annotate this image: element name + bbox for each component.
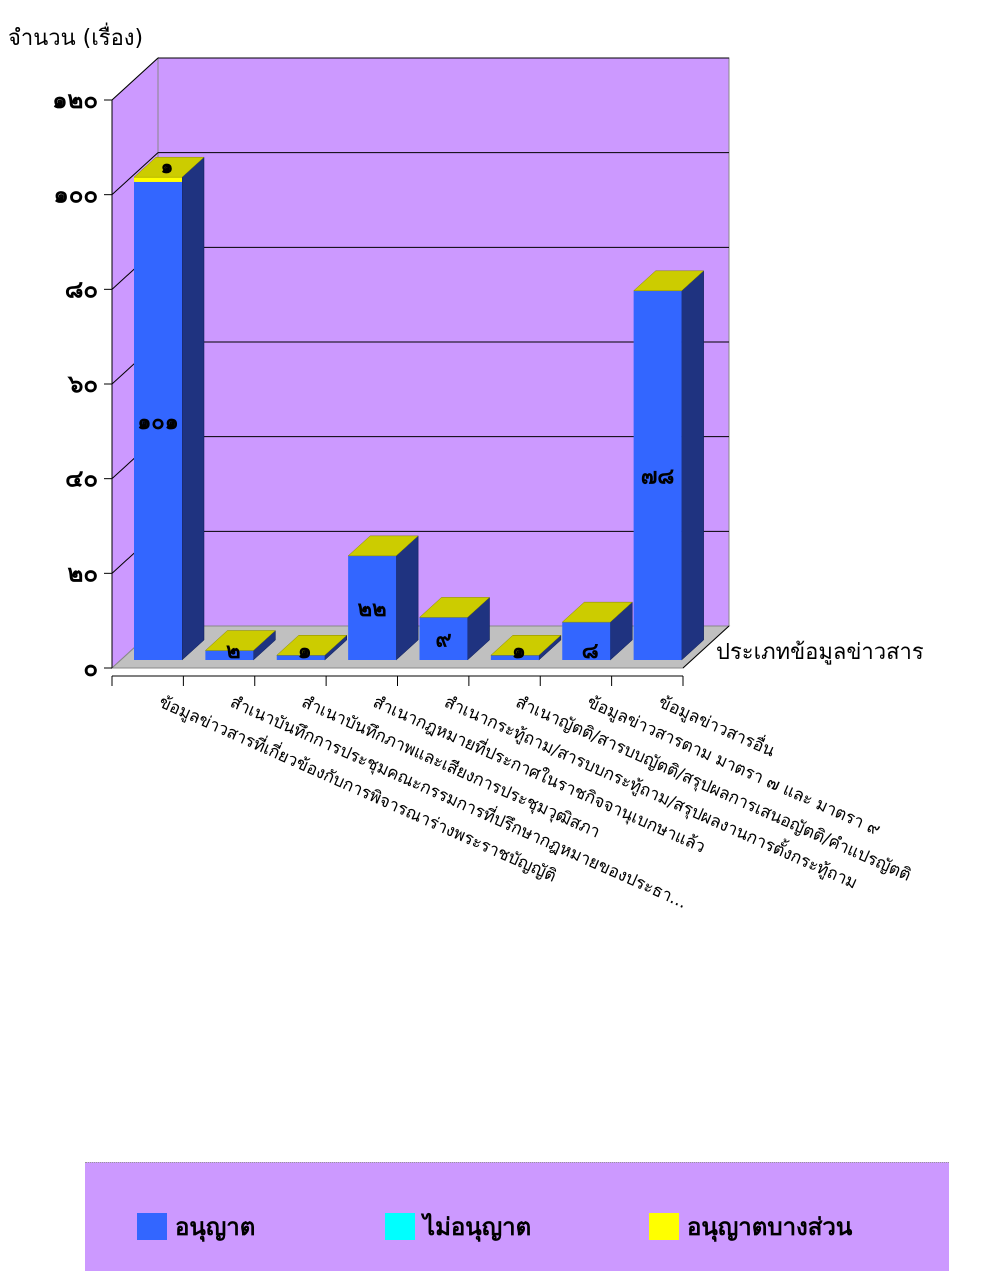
bar-top <box>490 635 562 656</box>
y-tick-label: ๘๐ <box>65 275 98 303</box>
bar-side <box>681 270 704 661</box>
x-axis-title: ประเภทข้อมูลข่าวสาร <box>716 640 924 665</box>
bar-allowed <box>490 655 539 660</box>
legend: อนุญาต ไม่อนุญาต อนุญาตบางส่วน <box>85 1162 949 1271</box>
data-label: ๒ <box>226 639 241 664</box>
y-tick-label: ๖๐ <box>67 370 98 398</box>
legend-swatch-partial <box>649 1213 679 1240</box>
bar-allowed <box>633 290 682 660</box>
legend-item-denied: ไม่อนุญาต <box>385 1207 531 1246</box>
bar-side <box>181 156 205 661</box>
bar-top <box>632 270 705 292</box>
y-tick-label: ๑๐๐ <box>53 181 98 209</box>
bar-top <box>204 630 277 651</box>
data-label-partial: ๑ <box>161 154 174 178</box>
y-tick-label: ๔๐ <box>65 465 98 493</box>
y-tick-label: ๐ <box>83 654 98 682</box>
data-label: ๑๐๑ <box>137 410 178 435</box>
y-tick-label: ๒๐ <box>68 559 98 587</box>
bar-top <box>347 535 419 557</box>
gridline-side <box>111 57 159 101</box>
data-label: ๗๘ <box>641 464 675 489</box>
legend-label-partial: อนุญาตบางส่วน <box>687 1213 853 1241</box>
data-label: ๑ <box>298 639 312 664</box>
bar-top <box>418 597 491 618</box>
bar-top <box>133 156 205 178</box>
bar-side <box>395 535 419 661</box>
legend-label-allowed: อนุญาต <box>175 1213 256 1241</box>
data-label: ๙ <box>435 628 451 653</box>
y-tick-label: ๑๒๐ <box>52 86 98 114</box>
legend-label-denied: ไม่อนุญาต <box>423 1213 532 1241</box>
data-label: ๑ <box>512 639 526 664</box>
legend-swatch-allowed <box>137 1213 167 1240</box>
data-label: ๒๒ <box>358 597 387 622</box>
bar-allowed <box>419 617 468 660</box>
bar-chart: ๐๒๐๔๐๖๐๘๐๑๐๐๑๒๐๑๐๑๑ข้อมูลข่าวสารที่เกี่ย… <box>52 56 914 913</box>
bar-allowed <box>562 622 611 660</box>
floor-edge <box>682 625 730 669</box>
bar-top <box>561 601 633 623</box>
bar-allowed <box>348 555 397 660</box>
bar-allowed <box>205 650 254 660</box>
legend-item-allowed: อนุญาต <box>137 1207 255 1246</box>
gridline-side <box>111 152 159 196</box>
bar-allowed <box>134 181 182 660</box>
legend-swatch-denied <box>385 1213 415 1240</box>
bar-allowed <box>276 655 325 660</box>
y-axis-title: จำนวน (เรื่อง) <box>8 26 144 51</box>
bar-partial <box>134 177 182 182</box>
legend-item-partial: อนุญาตบางส่วน <box>649 1207 852 1246</box>
bar-top <box>276 635 348 656</box>
data-label: ๘ <box>582 639 599 664</box>
